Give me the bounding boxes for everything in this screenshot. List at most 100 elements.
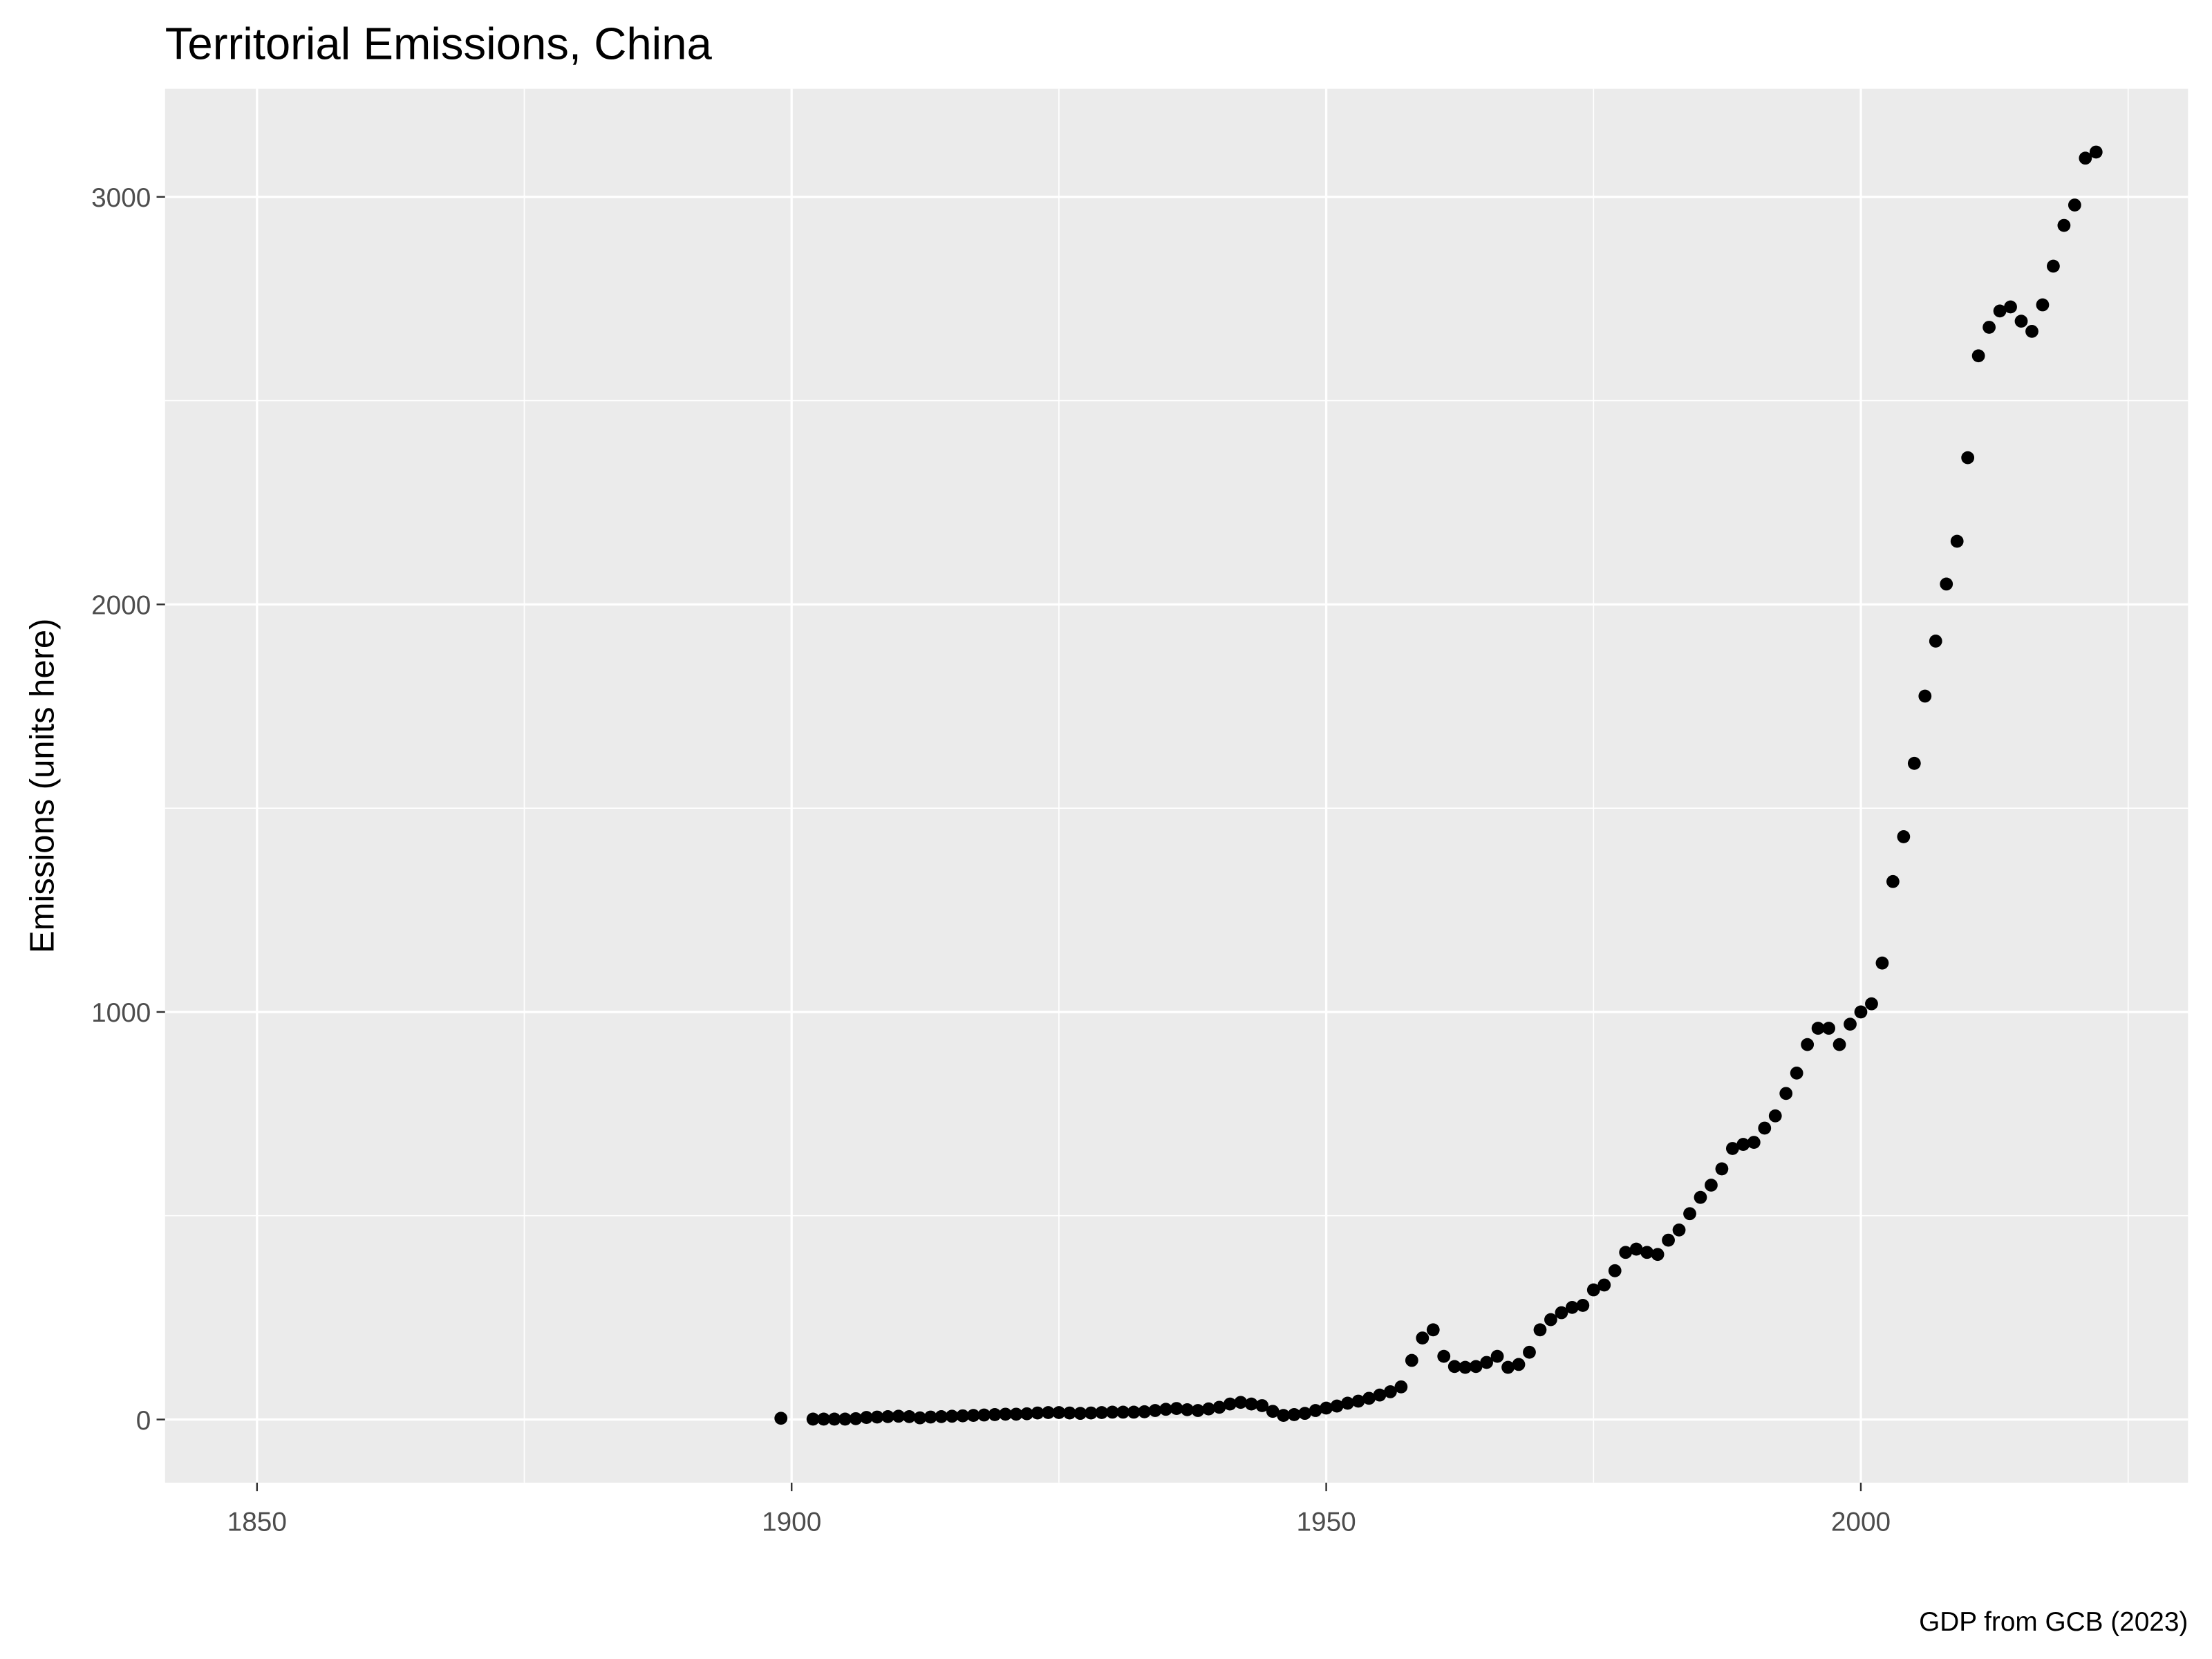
point [1255,1399,1269,1412]
point [1042,1406,1055,1419]
point [902,1410,916,1423]
point [1629,1242,1643,1256]
point [881,1410,894,1423]
point [1138,1405,1152,1418]
point [1597,1278,1611,1292]
point [1971,349,1985,363]
point [892,1409,906,1423]
point [1159,1403,1172,1416]
point [1576,1299,1590,1312]
y-tick-label: 0 [136,1406,151,1436]
point [1234,1396,1248,1409]
panel [165,88,2188,1483]
point [1672,1223,1686,1237]
point [2068,198,2081,212]
point [1523,1345,1536,1359]
x-tick-label: 2000 [1831,1507,1891,1537]
point [1105,1405,1119,1419]
point [1533,1323,1547,1337]
point [1725,1142,1739,1155]
point [999,1407,1012,1421]
point [1768,1109,1782,1123]
y-tick-label: 2000 [91,591,151,621]
point [1212,1400,1226,1414]
point [1544,1313,1557,1327]
point [1865,997,1878,1011]
point [1384,1385,1397,1398]
point [1181,1403,1194,1416]
point [956,1409,970,1423]
point [1287,1408,1301,1421]
x-tick-label: 1950 [1296,1507,1356,1537]
point [1747,1136,1761,1149]
point [774,1412,788,1425]
point [1640,1246,1654,1259]
point [1811,1022,1825,1035]
point [1009,1407,1023,1421]
point [1705,1179,1718,1192]
point [1052,1406,1066,1419]
point [1854,1005,1868,1019]
point [1277,1409,1291,1423]
point [988,1408,1002,1421]
point [1651,1248,1665,1262]
chart-title: Territorial Emissions, China [165,19,713,69]
point [1875,956,1889,970]
point [1309,1404,1322,1417]
point [1170,1402,1183,1415]
point [1907,756,1921,770]
point [860,1411,873,1424]
caption: GDP from GCB (2023) [1919,1607,2188,1637]
point [2079,151,2092,165]
point [1950,534,1964,548]
point [1822,1022,1835,1035]
point [945,1409,959,1423]
point [1437,1349,1451,1363]
point [1918,689,1932,703]
point [935,1410,948,1423]
point [1116,1405,1130,1419]
point [1940,577,1953,591]
point [1929,635,1942,648]
point [1298,1407,1312,1421]
point [1062,1406,1076,1420]
point [1790,1066,1803,1080]
y-axis-title: Emissions (units here) [24,619,62,953]
point [1490,1349,1504,1363]
point [806,1412,820,1426]
point [2014,315,2028,328]
point [827,1412,841,1426]
point [1779,1087,1793,1100]
point [1897,830,1911,843]
point [1394,1380,1408,1394]
y-tick-label: 3000 [91,183,151,213]
x-tick-label: 1850 [227,1507,287,1537]
point [1715,1162,1729,1176]
y-tick-label: 1000 [91,998,151,1028]
point [1993,304,2007,318]
point [1362,1391,1376,1405]
point [870,1410,884,1424]
point [1191,1404,1205,1417]
point [1341,1396,1354,1410]
point [1512,1358,1526,1371]
point [2089,145,2103,159]
point [1694,1190,1707,1204]
point [1480,1356,1493,1369]
point [1619,1246,1633,1259]
point [1266,1405,1280,1418]
point [1405,1353,1418,1367]
point [966,1409,980,1423]
point [924,1410,937,1424]
point [1426,1323,1440,1337]
point [1031,1406,1044,1420]
point [849,1412,863,1425]
point [1373,1388,1387,1402]
point [1983,321,1996,334]
point [2057,218,2071,232]
point [1459,1360,1472,1374]
point [2047,259,2060,273]
point [1683,1207,1696,1221]
point [2036,298,2050,312]
